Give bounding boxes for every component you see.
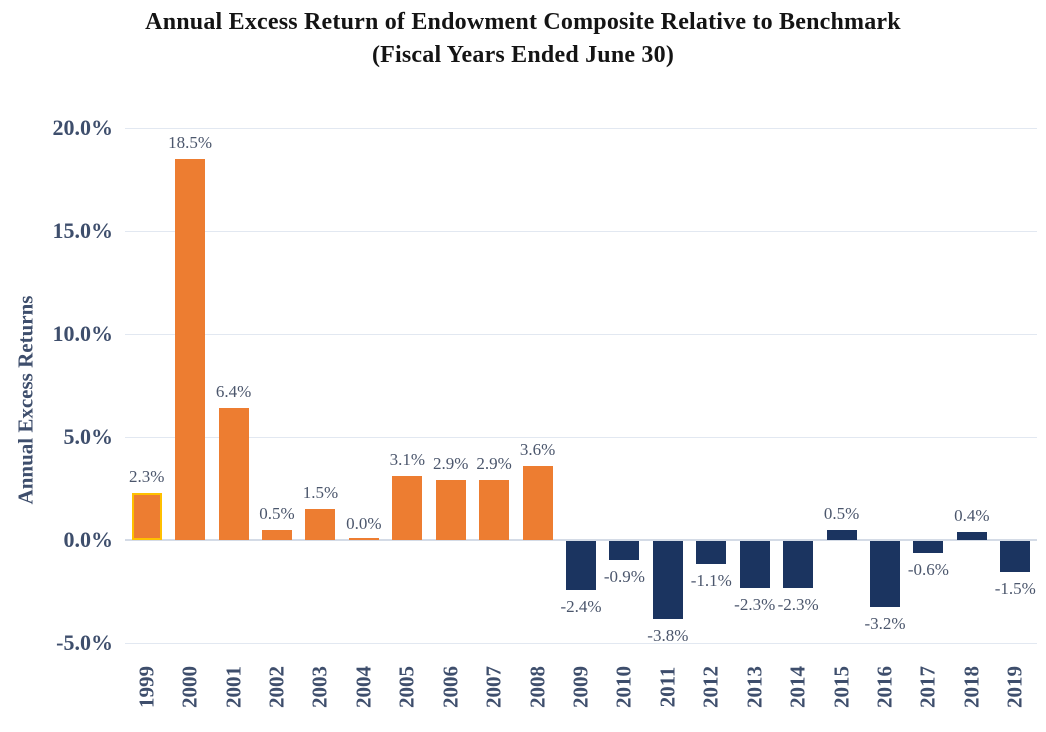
- bar-label-2012: -1.1%: [690, 570, 732, 590]
- bar-label-2015: 0.5%: [823, 503, 860, 523]
- gridline: [125, 642, 1037, 644]
- bar-2011: [652, 541, 683, 620]
- bar-label-2007: 2.9%: [476, 454, 512, 474]
- x-tick-2017: 2017: [915, 666, 940, 708]
- x-tick-2015: 2015: [829, 666, 854, 708]
- bar-label-2013: -2.3%: [734, 595, 776, 615]
- x-tick-2003: 2003: [307, 666, 332, 708]
- bar-label-1999: 2.3%: [129, 466, 165, 486]
- bar-label-2002: 0.5%: [259, 503, 295, 523]
- bar-2019: [1000, 541, 1031, 572]
- bar-2010: [609, 541, 640, 560]
- x-tick-2016: 2016: [872, 666, 897, 708]
- bar-2014: [783, 541, 814, 589]
- bar-2009: [566, 541, 596, 591]
- x-tick-2005: 2005: [394, 666, 419, 708]
- y-tick-label: 20.0%: [52, 115, 114, 140]
- bar-label-2003: 1.5%: [302, 483, 339, 503]
- bar-label-2006: 2.9%: [432, 454, 469, 474]
- x-tick-2009: 2009: [568, 666, 593, 708]
- bar-label-2000: 18.5%: [168, 132, 213, 152]
- bar-2015: [826, 529, 857, 540]
- bar-2008: [522, 465, 553, 540]
- bar-label-2018: 0.4%: [954, 505, 990, 525]
- x-tick-2000: 2000: [177, 666, 202, 708]
- bar-2005: [392, 476, 423, 540]
- bar-2006: [435, 480, 466, 540]
- bar-2016: [870, 541, 900, 607]
- x-tick-2012: 2012: [698, 666, 723, 708]
- x-tick-2010: 2010: [611, 666, 636, 708]
- bar-label-2004: 0.0%: [346, 514, 382, 533]
- bar-label-2014: -2.3%: [777, 595, 819, 615]
- x-tick-1999: 1999: [134, 666, 159, 708]
- bar-2003: [305, 509, 336, 540]
- x-tick-2019: 2019: [1002, 666, 1027, 708]
- y-tick-label: 15.0%: [52, 218, 114, 243]
- gridline: [125, 333, 1037, 335]
- bar-2012: [696, 541, 727, 564]
- bar-2013: [739, 541, 770, 589]
- y-tick-label: -5.0%: [56, 630, 113, 655]
- bar-label-2011: -3.8%: [647, 626, 689, 646]
- gridline: [125, 230, 1037, 232]
- x-tick-2008: 2008: [525, 666, 550, 708]
- bar-1999: [131, 492, 162, 540]
- bar-2007: [479, 480, 510, 540]
- x-tick-2004: 2004: [351, 666, 376, 708]
- plot-area: 2.3% 18.5% 6.4% 0.5% 1.5% 0.0% 3.1% 2.9% 2.9% 3.6…: [125, 127, 1037, 646]
- y-tick-label: 5.0%: [63, 424, 114, 449]
- bar-2002: [262, 529, 292, 540]
- bar-label-2008: 3.6%: [519, 439, 556, 459]
- chart-subtitle: (Fiscal Years Ended June 30): [371, 42, 675, 68]
- bar-2001: [218, 408, 249, 540]
- bar-label-2001: 6.4%: [215, 382, 252, 402]
- x-tick-2002: 2002: [264, 666, 289, 708]
- x-tick-2013: 2013: [742, 666, 767, 708]
- bar-2017: [913, 541, 944, 554]
- y-tick-label: 0.0%: [63, 527, 114, 552]
- x-tick-2001: 2001: [221, 666, 246, 708]
- bar-label-2019: -1.5%: [994, 578, 1036, 598]
- gridline: [125, 127, 1037, 129]
- x-tick-2007: 2007: [481, 666, 506, 708]
- gridline: [125, 436, 1037, 438]
- x-tick-2006: 2006: [438, 666, 463, 708]
- bar-2004: [348, 538, 379, 540]
- bar-2000: [175, 158, 206, 540]
- bar-label-2009: -2.4%: [560, 597, 602, 617]
- chart-title-block: Annual Excess Return of Endowment Compos…: [0, 6, 1046, 72]
- bar-label-2017: -0.6%: [907, 560, 949, 580]
- x-tick-2011: 2011: [655, 666, 680, 708]
- x-tick-2018: 2018: [959, 666, 984, 708]
- zero-line: [125, 539, 1037, 541]
- bar-label-2010: -0.9%: [603, 566, 645, 586]
- bar-2018: [956, 531, 987, 540]
- bar-label-2005: 3.1%: [389, 450, 425, 470]
- y-tick-label: 10.0%: [52, 321, 114, 346]
- chart-title: Annual Excess Return of Endowment Compos…: [145, 9, 901, 35]
- bar-label-2016: -3.2%: [864, 613, 906, 633]
- x-tick-2014: 2014: [785, 666, 810, 708]
